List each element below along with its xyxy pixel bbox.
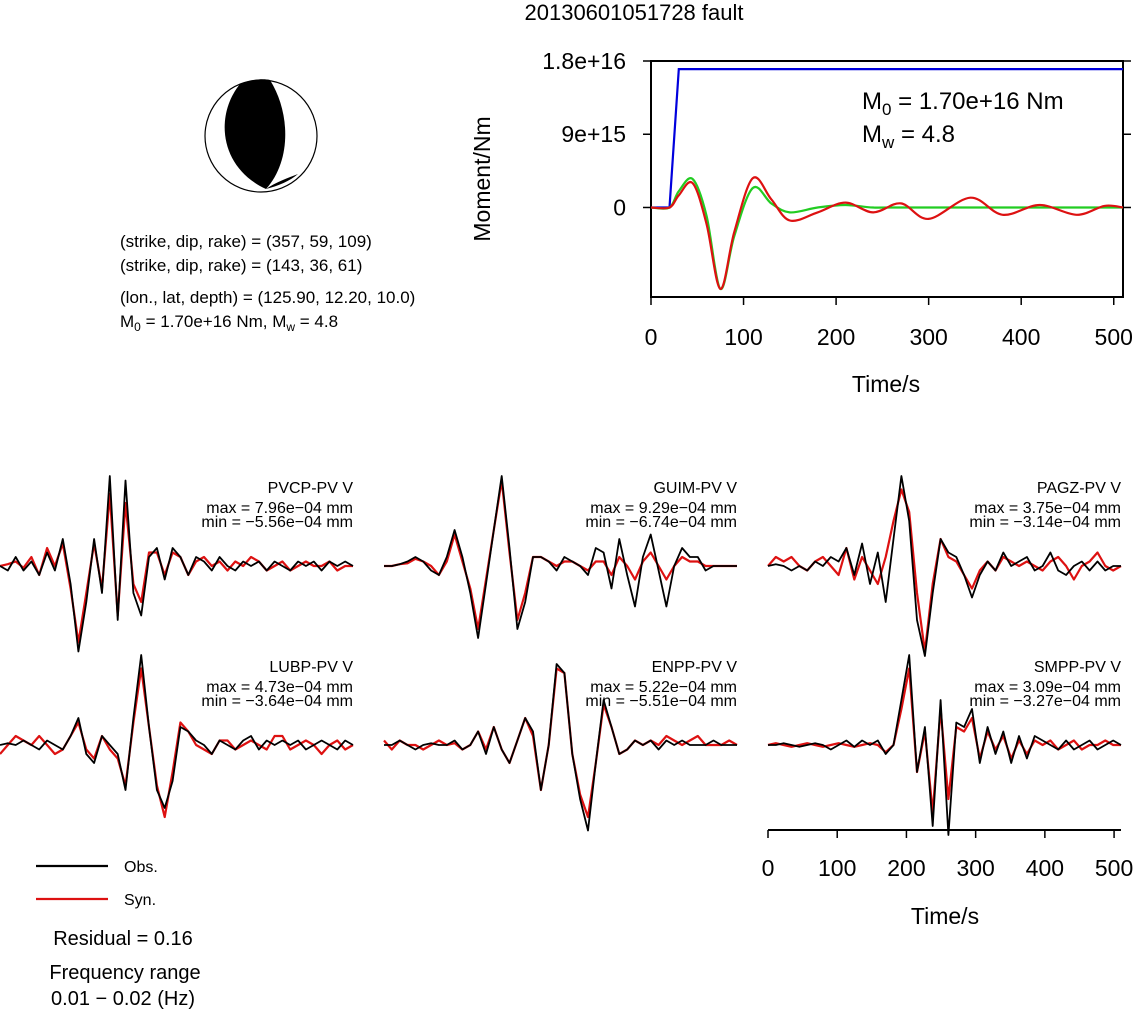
moment-series-line — [650, 177, 1123, 291]
wave-xtick-label: 0 — [762, 855, 775, 881]
waveform-obs — [0, 654, 354, 809]
station-name: GUIM-PV V — [653, 480, 737, 497]
figure-title: 20130601051728 fault — [525, 0, 744, 25]
legend-obs-label: Obs. — [124, 859, 158, 876]
station-min: min = −6.74e−04 mm — [585, 514, 737, 531]
moment-xlabel: Time/s — [852, 371, 920, 397]
station-min: min = −3.64e−04 mm — [201, 693, 353, 710]
station-max: max = 5.22e−04 mm — [590, 679, 737, 696]
station-max: max = 4.73e−04 mm — [206, 679, 353, 696]
location-text: (lon., lat, depth) = (125.90, 12.20, 10.… — [120, 288, 415, 307]
wave-xtick-label: 500 — [1095, 855, 1133, 881]
station-name: SMPP-PV V — [1034, 659, 1121, 676]
station-name: PAGZ-PV V — [1037, 480, 1121, 497]
frequency-title: Frequency range — [49, 962, 200, 984]
station-min: min = −5.56e−04 mm — [201, 514, 353, 531]
source-info: (strike, dip, rake) = (357, 59, 109) (st… — [120, 232, 415, 334]
moment-plot-frame — [650, 60, 1124, 298]
waveform-xlabel: Time/s — [911, 903, 979, 929]
station-min: min = −3.14e−04 mm — [969, 514, 1121, 531]
waveform-time-axis: Time/s 0 100 200 300 400 500 — [762, 829, 1133, 929]
moment-text: M0 = 1.70e+16 Nm, Mw = 4.8 — [120, 312, 338, 334]
waveform-obs — [768, 654, 1122, 836]
waveform-obs — [384, 663, 737, 832]
wave-xtick-label: 300 — [956, 855, 994, 881]
station-max: max = 9.29e−04 mm — [590, 500, 737, 517]
waveform-obs — [384, 475, 737, 639]
moment-xtick-label: 100 — [724, 324, 762, 350]
waveform-obs — [0, 475, 354, 653]
moment-xtick-label: 0 — [645, 324, 658, 350]
wave-xtick-label: 200 — [887, 855, 925, 881]
moment-series-line — [650, 176, 1124, 291]
moment-xtick-label: 500 — [1095, 324, 1133, 350]
legend-syn-label: Syn. — [124, 892, 156, 909]
frequency-range: 0.01 − 0.02 (Hz) — [51, 988, 195, 1009]
nodal-plane-1: (strike, dip, rake) = (357, 59, 109) — [120, 232, 372, 251]
station-max: max = 3.75e−04 mm — [974, 500, 1121, 517]
station-min: min = −3.27e−04 mm — [969, 693, 1121, 710]
waveform-obs — [767, 475, 1121, 657]
residual-text: Residual = 0.16 — [53, 928, 193, 950]
moment-ytick-label: 0 — [613, 194, 626, 220]
moment-xtick-label: 400 — [1002, 324, 1040, 350]
station-min: min = −5.51e−04 mm — [585, 693, 737, 710]
waveform-syn — [0, 667, 354, 819]
nodal-plane-2: (strike, dip, rake) = (143, 36, 61) — [120, 256, 362, 275]
moment-ytick-label: 1.8e+16 — [542, 48, 626, 74]
station-name: ENPP-PV V — [652, 659, 738, 676]
moment-annotation-mw: Mw = 4.8 — [862, 121, 955, 152]
moment-ylabel: Moment/Nm — [469, 116, 495, 241]
moment-annotation-m0: M0 = 1.70e+16 Nm — [862, 88, 1064, 119]
wave-xtick-label: 400 — [1026, 855, 1064, 881]
beachball — [204, 79, 318, 193]
moment-ytick-label: 9e+15 — [561, 121, 626, 147]
station-name: PVCP-PV V — [268, 480, 354, 497]
moment-axis-ticks: 0 100 200 300 400 500 0 9e+15 1.8e+16 — [542, 48, 1133, 350]
station-max: max = 3.09e−04 mm — [974, 679, 1121, 696]
station-max: max = 7.96e−04 mm — [206, 500, 353, 517]
wave-xtick-label: 100 — [818, 855, 856, 881]
legend: Obs. Syn. — [36, 859, 158, 909]
moment-series-group — [650, 68, 1124, 291]
moment-xtick-label: 200 — [817, 324, 855, 350]
station-name: LUBP-PV V — [269, 659, 353, 676]
moment-xtick-label: 300 — [909, 324, 947, 350]
